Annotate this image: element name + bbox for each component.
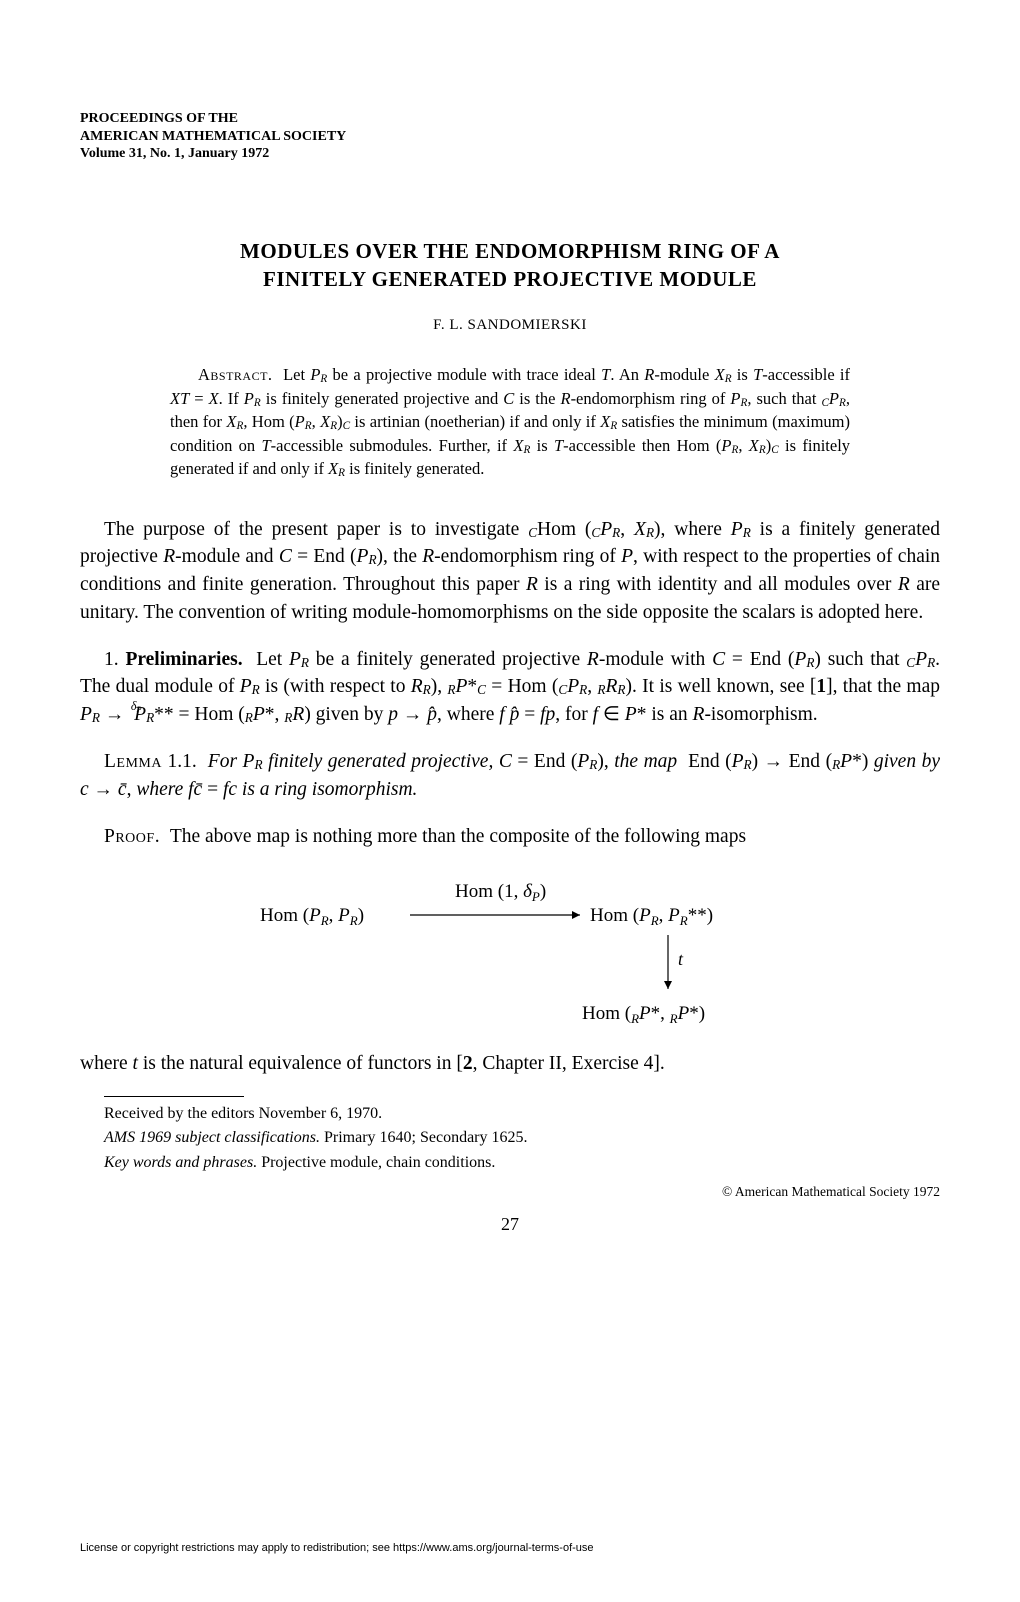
intro-paragraph: The purpose of the present paper is to i… bbox=[80, 516, 940, 627]
header-line3: Volume 31, No. 1, January 1972 bbox=[80, 146, 269, 161]
diagram-node-right: Hom (PR, PR**) bbox=[590, 905, 713, 928]
footnote-rule bbox=[104, 1096, 244, 1097]
header-line1: PROCEEDINGS OF THE bbox=[80, 111, 238, 126]
lemma-label: Lemma bbox=[104, 751, 162, 772]
abstract-block: Abstract. Let PR be a projective module … bbox=[170, 364, 850, 481]
footnotes-block: Received by the editors November 6, 1970… bbox=[80, 1103, 940, 1174]
abstract-label: Abstract. bbox=[198, 365, 273, 384]
header-line2: AMERICAN MATHEMATICAL SOCIETY bbox=[80, 129, 346, 144]
title-line2: FINITELY GENERATED PROJECTIVE MODULE bbox=[263, 267, 757, 291]
title-line1: MODULES OVER THE ENDOMORPHISM RING OF A bbox=[240, 239, 780, 263]
diagram-arrowhead-top bbox=[572, 911, 580, 919]
after-diagram-text: where t is the natural equivalence of fu… bbox=[80, 1050, 940, 1078]
journal-header: PROCEEDINGS OF THE AMERICAN MATHEMATICAL… bbox=[80, 110, 940, 163]
section-preliminaries: 1. Preliminaries. Let PR be a finitely g… bbox=[80, 646, 940, 729]
footnote-keywords: Key words and phrases. Projective module… bbox=[80, 1152, 940, 1174]
page-number: 27 bbox=[80, 1214, 940, 1235]
diagram-arrowhead-down bbox=[664, 981, 672, 989]
commutative-diagram: Hom (PR, PR) Hom (1, δP) Hom (PR, PR**) … bbox=[80, 861, 940, 1031]
diagram-arrow-label-down: t bbox=[678, 949, 684, 969]
proof-label: Proof. bbox=[104, 826, 160, 847]
copyright-line: © American Mathematical Society 1972 bbox=[80, 1184, 940, 1200]
proof-paragraph: Proof. The above map is nothing more tha… bbox=[80, 823, 940, 851]
diagram-node-left: Hom (PR, PR) bbox=[260, 905, 364, 928]
diagram-node-bottom: Hom (RP*, RP*) bbox=[582, 1003, 705, 1026]
footnote-ams: AMS 1969 subject classifications. Primar… bbox=[80, 1127, 940, 1149]
diagram-arrow-label-top: Hom (1, δP) bbox=[455, 881, 546, 904]
paper-title: MODULES OVER THE ENDOMORPHISM RING OF A … bbox=[120, 237, 900, 294]
author-name: F. L. SANDOMIERSKI bbox=[80, 317, 940, 334]
lemma-1-1: Lemma 1.1. For PR finitely generated pro… bbox=[80, 748, 940, 803]
footnote-received: Received by the editors November 6, 1970… bbox=[80, 1103, 940, 1125]
license-line: License or copyright restrictions may ap… bbox=[80, 1542, 594, 1554]
